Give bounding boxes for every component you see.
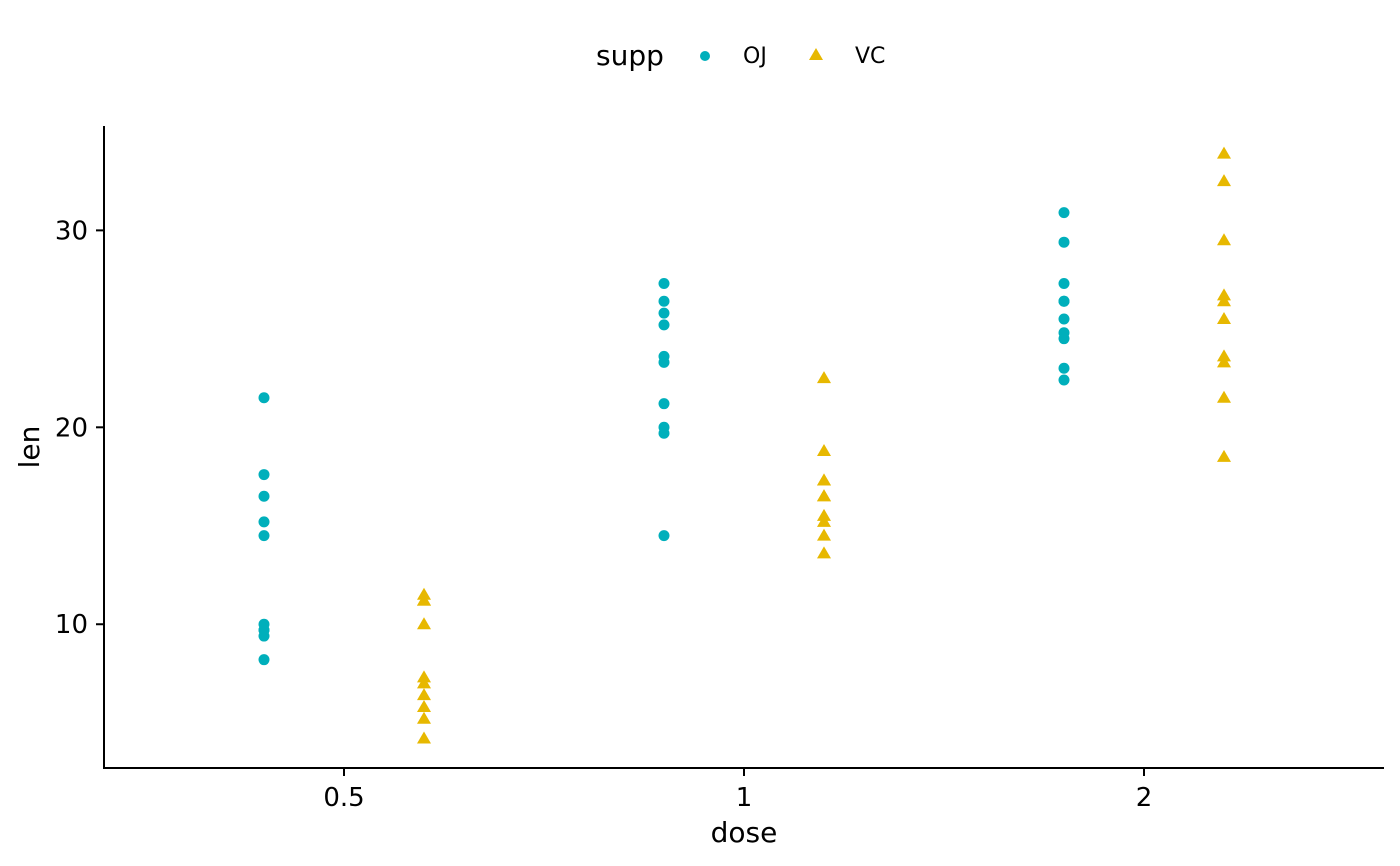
- data-point-vc: [417, 731, 431, 744]
- axes: [103, 126, 1384, 769]
- legend-key-oj: [700, 51, 710, 61]
- data-point-vc: [1217, 288, 1231, 301]
- data-point-oj: [258, 654, 270, 666]
- data-point-vc: [817, 371, 831, 384]
- x-tick-label: 0.5: [323, 783, 364, 813]
- data-point-vc: [1217, 311, 1231, 324]
- y-tick-label: 30: [55, 216, 88, 246]
- data-points: [258, 146, 1231, 744]
- data-point-vc: [817, 508, 831, 521]
- data-point-oj: [258, 516, 270, 528]
- y-tick-label: 10: [55, 610, 88, 640]
- data-point-vc: [817, 546, 831, 559]
- data-point-vc: [1217, 174, 1231, 187]
- y-tick-label: 20: [55, 413, 88, 443]
- x-axis-title: dose: [711, 816, 778, 849]
- x-ticks: 0.5 1 2: [323, 768, 1152, 813]
- data-point-vc: [417, 688, 431, 701]
- x-tick-label: 1: [736, 783, 753, 813]
- y-ticks: 10 20 30: [55, 216, 104, 640]
- data-point-oj: [1058, 327, 1070, 339]
- data-point-vc: [417, 593, 431, 606]
- x-tick-label: 2: [1136, 783, 1153, 813]
- data-point-vc: [1217, 390, 1231, 403]
- data-point-oj: [658, 319, 670, 331]
- y-axis-title: len: [13, 426, 46, 469]
- data-point-vc: [1217, 233, 1231, 246]
- data-point-oj: [658, 307, 670, 319]
- data-point-vc: [817, 489, 831, 502]
- legend-title: supp: [596, 39, 664, 72]
- data-point-vc: [817, 473, 831, 486]
- data-point-oj: [1058, 236, 1070, 248]
- data-point-oj: [1058, 207, 1070, 219]
- data-point-vc: [817, 528, 831, 541]
- data-point-vc: [1217, 449, 1231, 462]
- data-point-vc: [817, 443, 831, 456]
- data-point-oj: [1058, 278, 1070, 290]
- data-point-oj: [1058, 374, 1070, 386]
- data-point-oj: [658, 295, 670, 307]
- data-point-oj: [1058, 313, 1070, 325]
- data-point-vc: [417, 676, 431, 689]
- data-point-oj: [1058, 295, 1070, 307]
- data-point-oj: [658, 350, 670, 362]
- legend-label-vc: VC: [855, 44, 885, 69]
- data-point-vc: [1217, 146, 1231, 159]
- data-point-vc: [417, 711, 431, 724]
- data-point-oj: [258, 392, 270, 404]
- legend: supp OJ VC: [596, 39, 885, 72]
- data-point-oj: [658, 398, 670, 410]
- legend-key-vc: [809, 48, 823, 60]
- data-point-oj: [258, 530, 270, 542]
- data-point-oj: [258, 624, 270, 636]
- data-point-oj: [658, 278, 670, 290]
- data-point-vc: [417, 699, 431, 712]
- data-point-oj: [258, 490, 270, 502]
- data-point-vc: [1217, 355, 1231, 368]
- data-point-oj: [1058, 362, 1070, 374]
- legend-label-oj: OJ: [743, 44, 767, 69]
- data-point-oj: [258, 469, 270, 481]
- data-point-oj: [658, 530, 670, 542]
- data-point-vc: [417, 617, 431, 630]
- data-point-oj: [658, 421, 670, 433]
